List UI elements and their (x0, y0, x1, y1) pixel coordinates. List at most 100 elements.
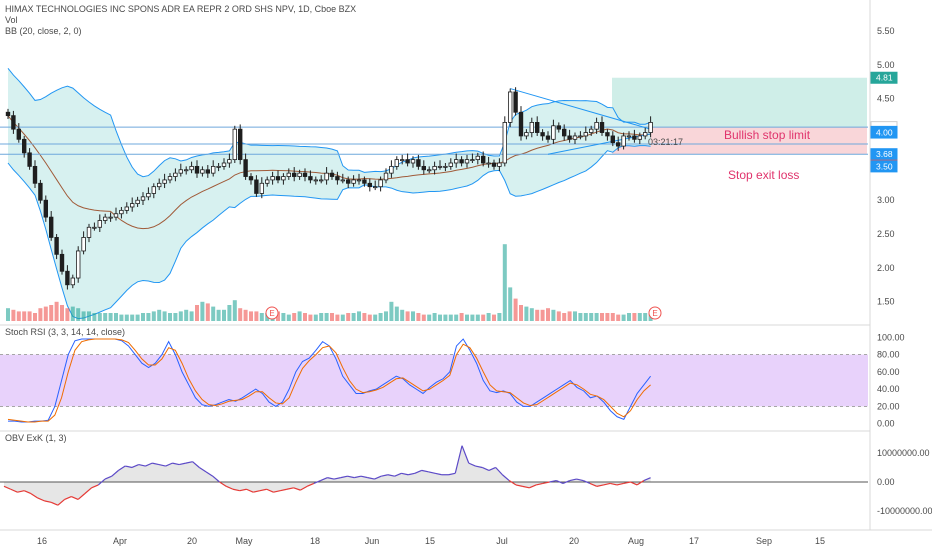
candle-body (210, 165, 216, 174)
obv-segment (165, 462, 173, 467)
volume-bar (340, 314, 345, 321)
volume-bar (470, 314, 475, 321)
volume-bar (76, 308, 81, 321)
earnings-marker[interactable]: E (265, 306, 279, 320)
obv-segment (145, 462, 153, 467)
obv-segment (57, 498, 66, 506)
candle-body (637, 135, 642, 140)
candle-body (178, 169, 183, 174)
candle-body (254, 179, 259, 194)
candle-body (162, 179, 167, 184)
candle-body (367, 182, 372, 188)
candle-body (97, 220, 102, 228)
candle-body (362, 179, 367, 184)
time-axis[interactable]: 16 Apr 20 May 18 Jun 15 Jul 20 Aug 17 Sep 15 (37, 536, 825, 546)
trend-line-upper (510, 88, 651, 130)
price-tag-value: 3.50 (876, 161, 893, 171)
obv-segment (293, 487, 301, 491)
obv-segment (138, 463, 146, 467)
target-zone (612, 77, 867, 128)
candle-body (205, 169, 210, 174)
candle-body (351, 179, 356, 184)
candle-body (194, 165, 200, 174)
candle-body (475, 155, 480, 161)
candle-body (275, 176, 281, 181)
candle-body (556, 125, 561, 130)
symbol-title: HIMAX TECHNOLOGIES INC SPONS ADR EA REPR… (5, 4, 356, 14)
obv-segment (273, 490, 281, 493)
volume-bar (216, 309, 221, 321)
volume-bar (411, 311, 415, 321)
volume-bar (562, 313, 567, 321)
time-tick-label: Apr (113, 536, 127, 546)
obv-segment (562, 479, 571, 485)
candlesticks (5, 87, 653, 290)
volume-bar (16, 311, 21, 321)
volume-bar (281, 313, 286, 321)
time-tick-label: 20 (187, 536, 197, 546)
obv-segment (596, 484, 604, 487)
candle-body (248, 176, 254, 181)
candle-body (59, 253, 65, 272)
obv-segment (623, 481, 631, 485)
obv-segment (111, 469, 119, 477)
candle-body (405, 159, 410, 164)
volume-bar (475, 314, 480, 321)
obv-segment (616, 482, 624, 486)
obv-tick-label: 0.00 (877, 477, 895, 487)
price-tick-label: 1.50 (877, 297, 895, 307)
price-tick-label: 5.50 (877, 26, 895, 36)
candle-body (291, 172, 297, 177)
volume-bar (594, 313, 599, 321)
candle-body (135, 199, 140, 204)
candle-body (480, 155, 486, 164)
volume-bar (38, 308, 43, 321)
candle-body (81, 237, 86, 252)
volume-bar (589, 313, 594, 321)
volume-bar (427, 314, 432, 321)
volume-bar (81, 311, 86, 321)
volume-bar (324, 313, 329, 321)
obv-segment (50, 501, 59, 506)
volume-bar (243, 309, 248, 321)
candle-body (486, 162, 491, 165)
candle-body (378, 179, 383, 188)
candle-body (232, 128, 237, 161)
candle-body (562, 128, 567, 137)
obv-segment (104, 475, 113, 480)
candle-body (497, 162, 502, 167)
volume-bar (567, 311, 572, 321)
volume-bar (400, 309, 405, 321)
volume-bar (103, 313, 108, 321)
earnings-marker[interactable]: E (648, 306, 662, 320)
volume-bar (540, 309, 545, 321)
candle-body (578, 135, 583, 138)
rsi-tick-label: 20.00 (877, 401, 900, 411)
volume-bar (643, 313, 648, 321)
candle-body (16, 128, 21, 140)
obv-segment (407, 472, 415, 476)
volume-legend: Vol (5, 15, 18, 25)
candle-body (11, 115, 16, 130)
candle-body (432, 165, 437, 171)
candle-body (594, 122, 599, 130)
svg-text:E: E (269, 309, 274, 318)
candle-body (551, 125, 556, 140)
obv-segment (454, 445, 463, 474)
bb-upper (7, 67, 651, 178)
volume-bar (157, 309, 162, 321)
volume-bar (502, 244, 507, 321)
candle-body (329, 172, 335, 177)
obv-segment (401, 472, 409, 476)
obv-segment (333, 477, 341, 480)
candle-body (151, 186, 156, 194)
volume-bar (87, 311, 91, 321)
volume-bars (6, 244, 653, 321)
volume-bar (529, 308, 534, 321)
volume-bar (54, 301, 59, 321)
obv-pane: 10000000.00 0.00 -10000000.00 (0, 445, 932, 516)
obv-segment (603, 482, 611, 486)
volume-bar (259, 313, 264, 321)
obv-segment (549, 479, 557, 483)
horizontal-levels[interactable] (0, 126, 868, 155)
